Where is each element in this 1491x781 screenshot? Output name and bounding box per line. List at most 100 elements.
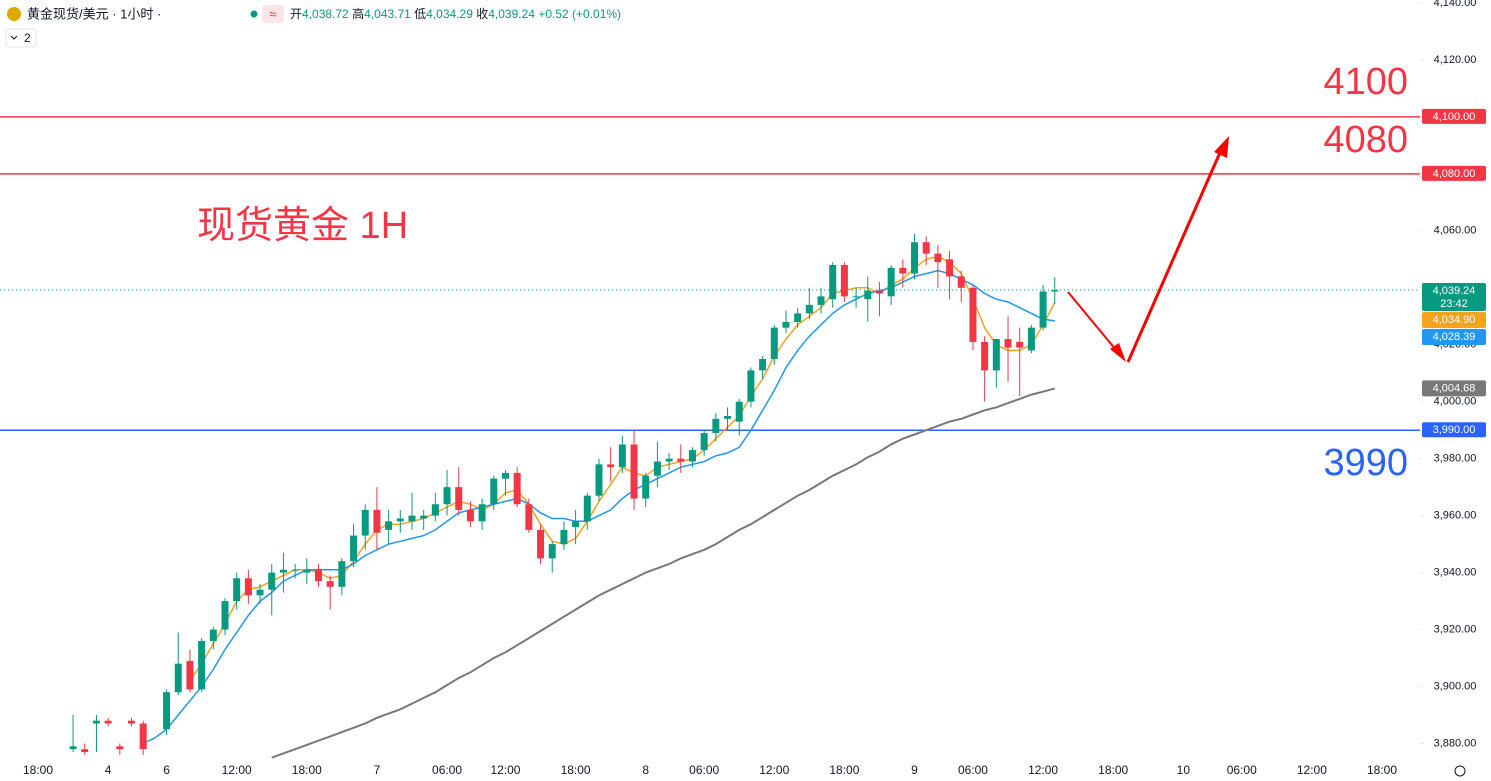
candle-body: [139, 723, 147, 750]
candle-body: [186, 660, 194, 690]
candle-body: [478, 504, 486, 522]
candle-body: [525, 504, 533, 530]
candle-body: [1051, 289, 1059, 292]
price-label-bg: [1422, 282, 1486, 311]
y-tick-label: 4,140.00: [1434, 0, 1477, 9]
high: 4,043.71: [364, 7, 411, 21]
candle-body: [104, 720, 112, 724]
x-tick-label: 06:00: [432, 763, 462, 777]
candle-body: [665, 458, 673, 462]
candle-body: [69, 746, 77, 750]
price-label: 4,028.39: [1433, 331, 1476, 343]
candle-body: [642, 475, 650, 499]
candle-body: [279, 569, 287, 573]
x-tick-label: 18:00: [829, 763, 859, 777]
x-tick-label: 18:00: [292, 763, 322, 777]
annotation-title: 现货黄金 1H: [197, 205, 408, 247]
candle-body: [92, 720, 100, 724]
candle-body: [852, 296, 860, 298]
close: 4,039.24: [488, 7, 535, 21]
candle-body: [350, 535, 358, 562]
chevron: [10, 35, 18, 40]
candle-body: [373, 509, 381, 533]
candle-body: [209, 629, 217, 641]
candle-body: [595, 464, 603, 496]
price-label: 4,004.68: [1433, 382, 1476, 394]
indicator-toggle[interactable]: [5, 28, 37, 48]
candle-body: [548, 544, 556, 559]
badge-bg: [262, 5, 284, 23]
candle-body: [81, 749, 89, 753]
candle-body: [770, 327, 778, 359]
candle-body: [326, 581, 334, 587]
candle-body: [1016, 341, 1024, 348]
candle-body: [174, 663, 182, 693]
price-label: 4,100.00: [1433, 111, 1476, 123]
settings-icon[interactable]: [1454, 765, 1466, 777]
x-tick-label: 06:00: [689, 763, 719, 777]
x-tick-label: 6: [163, 763, 170, 777]
price-label-bg: [1422, 108, 1486, 124]
candle-body: [291, 569, 299, 571]
y-tick-label: 3,920.00: [1434, 623, 1477, 635]
x-tick-label: 18:00: [1367, 763, 1397, 777]
moving-average: [271, 387, 1056, 759]
x-tick-label: 4: [105, 763, 112, 777]
symbol: 黄金现货/美元 · 1小时 ·: [27, 6, 161, 21]
candle-body: [385, 521, 393, 530]
price-label-bg: [1422, 311, 1486, 328]
candle-body: [513, 472, 521, 505]
price-label: 4,039.24: [1433, 285, 1476, 297]
price-label: 3,990.00: [1433, 424, 1476, 436]
candle-body: [1004, 339, 1012, 348]
candle-body: [735, 401, 743, 422]
candle-body: [700, 433, 708, 451]
candle-body: [840, 265, 848, 297]
ohlc: 开4,038.72 高4,043.71 低4,034.29 收4,039.24 …: [290, 6, 621, 21]
annotation: 3990: [1323, 442, 1408, 484]
candle-body: [408, 515, 416, 522]
candle-body: [653, 461, 661, 476]
candle-body: [969, 287, 977, 342]
candle-body: [794, 313, 802, 322]
y-tick-label: 4,120.00: [1434, 54, 1477, 66]
candle-body: [911, 242, 919, 274]
candle-body: [607, 464, 615, 468]
candle-body: [572, 521, 580, 528]
price-axis: 4,140.00 4,120.00 4,100.00 4,080.00 4,060.00…: [1420, 0, 1486, 749]
x-tick-label: 06:00: [958, 763, 988, 777]
arrow-head: [1214, 136, 1229, 158]
price-label: 4,034.90: [1433, 314, 1476, 326]
candle-body: [244, 578, 252, 596]
price-label-bg: [1422, 165, 1486, 181]
candle-body: [303, 569, 311, 573]
high-label: 高: [352, 6, 364, 21]
candle-body: [431, 504, 439, 516]
candle-body: [782, 321, 790, 328]
annotation: 4080: [1323, 119, 1408, 161]
price-label-bg: [1422, 422, 1486, 438]
candle-body: [724, 415, 732, 419]
price-label-bg: [1422, 328, 1486, 345]
candle-body: [922, 242, 930, 254]
candle-body: [875, 290, 883, 294]
price-label-bg: [1422, 380, 1486, 397]
candle-body: [712, 418, 720, 434]
candle-body: [221, 601, 229, 630]
candle-body: [677, 458, 685, 462]
x-tick-label: 12:00: [222, 763, 252, 777]
x-tick-label: 12:00: [1028, 763, 1058, 777]
countdown: 23:42: [1440, 298, 1468, 310]
candle-body: [934, 253, 942, 263]
status-dot: [250, 10, 258, 18]
candle-body: [116, 746, 124, 750]
candle-body: [443, 487, 451, 505]
candle-body: [198, 640, 206, 690]
badge: ≈: [269, 6, 276, 21]
candle-body: [314, 569, 322, 582]
candle-body: [233, 578, 241, 602]
x-tick-label: 18:00: [561, 763, 591, 777]
candle-body: [560, 529, 568, 545]
x-tick-label: 9: [911, 763, 918, 777]
